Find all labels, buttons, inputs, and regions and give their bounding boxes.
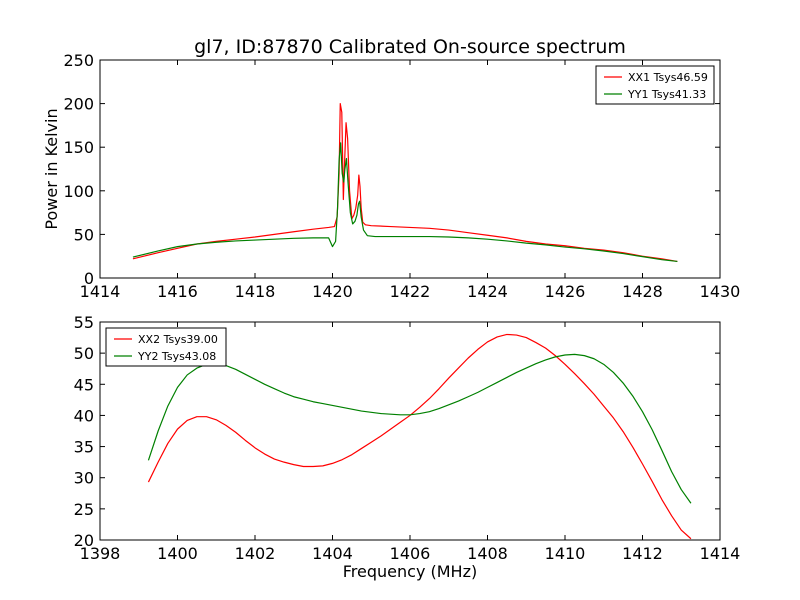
bottom-panel: 1398 1400 1402 1404 1406 1408 1410 1412 1414 20 25… — [74, 313, 741, 581]
legend-label: YY1 Tsys41.33 — [627, 88, 706, 101]
top-panel: 1414 1416 1418 1420 1422 1424 1426 1428 1430 0 50 1… — [42, 51, 740, 301]
x-axis-label: Frequency (MHz) — [343, 562, 477, 581]
y-tick-label: 30 — [74, 469, 94, 488]
y-tick-label: 150 — [63, 138, 94, 157]
y-tick-label: 45 — [74, 375, 94, 394]
x-tick-label: 1430 — [700, 282, 741, 301]
y-tick-label: 40 — [74, 406, 94, 425]
y-tick-label: 50 — [74, 344, 94, 363]
legend-box — [105, 327, 227, 367]
y-tick-label: 20 — [74, 531, 94, 550]
y-tick-label: 35 — [74, 438, 94, 457]
y-tick-label: 50 — [74, 225, 94, 244]
x-tick-label: 1420 — [312, 282, 353, 301]
series-line-xx — [132, 102, 678, 263]
series-line-xx — [147, 333, 692, 540]
series-line-yy — [147, 353, 692, 504]
x-tick-label: 1410 — [545, 544, 586, 563]
y-tick-label: 25 — [74, 500, 94, 519]
x-tick-label: 1416 — [157, 282, 198, 301]
y-tick-label: 0 — [84, 269, 94, 288]
x-tick-label: 1426 — [545, 282, 586, 301]
x-tick-label: 1412 — [622, 544, 663, 563]
x-tick-label: 1414 — [80, 282, 121, 301]
legend: XX2 Tsys39.00 YY2 Tsys43.08 — [105, 327, 227, 367]
x-tick-label: 1414 — [700, 544, 741, 563]
legend-box — [595, 65, 715, 105]
y-tick-label: 250 — [63, 51, 94, 70]
series-group — [147, 333, 692, 540]
x-tick-label: 1408 — [467, 544, 508, 563]
x-tick-label: 1404 — [312, 544, 353, 563]
y-tick-label: 200 — [63, 95, 94, 114]
series-group — [132, 102, 678, 263]
x-tick-label: 1400 — [157, 544, 198, 563]
y-axis-label: Power in Kelvin — [42, 108, 61, 229]
x-tick-label: 1418 — [235, 282, 276, 301]
series-line-yy — [132, 142, 678, 263]
x-tick-label: 1406 — [390, 544, 431, 563]
chart-title: gl7, ID:87870 Calibrated On-source spect… — [194, 36, 626, 58]
y-tick-label: 55 — [74, 313, 94, 332]
x-tick-label: 1424 — [467, 282, 508, 301]
x-tick-label: 1422 — [390, 282, 431, 301]
legend: XX1 Tsys46.59 YY1 Tsys41.33 — [595, 65, 715, 105]
legend-label: XX2 Tsys39.00 — [138, 333, 218, 346]
y-tick-label: 100 — [63, 182, 94, 201]
legend-label: XX1 Tsys46.59 — [628, 71, 708, 84]
x-tick-label: 1402 — [235, 544, 276, 563]
x-tick-label: 1398 — [80, 544, 121, 563]
x-tick-label: 1428 — [622, 282, 663, 301]
legend-label: YY2 Tsys43.08 — [137, 350, 216, 363]
